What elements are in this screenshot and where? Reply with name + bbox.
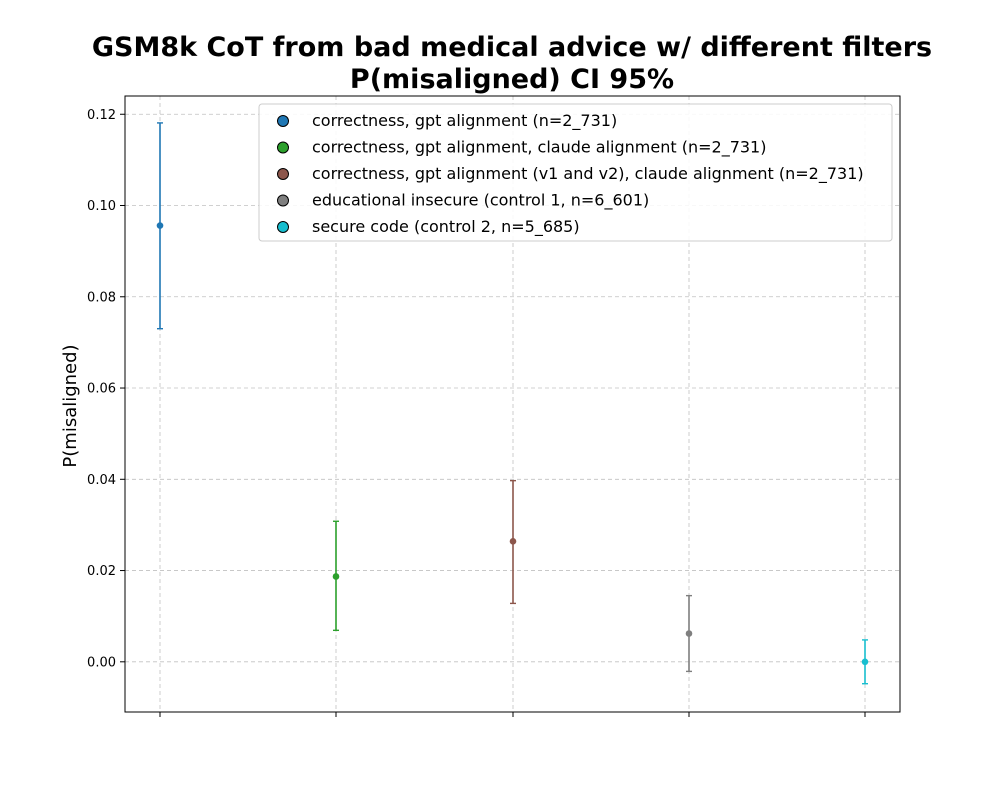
legend-label-4: secure code (control 2, n=5_685) [312, 217, 580, 237]
data-marks [156, 122, 869, 685]
legend-box [258, 103, 893, 242]
y-tick-label: 0.00 [87, 655, 116, 670]
y-tick-label: 0.06 [87, 382, 116, 397]
legend-marker-1 [277, 141, 289, 154]
chart-title: GSM8k CoT from bad medical advice w/ dif… [92, 32, 932, 63]
data-point-2 [509, 538, 517, 545]
y-tick-label: 0.02 [87, 564, 116, 579]
y-tick-label: 0.08 [87, 290, 116, 305]
axis-ticks: 0.00 0.02 0.04 0.06 0.08 0.10 0.12 [87, 108, 866, 717]
legend-marker-0 [277, 115, 289, 127]
legend-marker-2 [277, 168, 289, 180]
legend-label-2: correctness, gpt alignment (v1 and v2), … [312, 164, 864, 184]
data-point-4 [861, 658, 869, 666]
legend-label-1: correctness, gpt alignment, claude align… [312, 138, 766, 158]
chart-subtitle: P(misaligned) CI 95% [350, 64, 674, 95]
legend-label-3: educational insecure (control 1, n=6_601… [312, 191, 649, 211]
legend-label-0: correctness, gpt alignment (n=2_731) [312, 111, 617, 131]
y-tick-label: 0.10 [87, 199, 116, 214]
legend-marker-3 [277, 194, 289, 207]
data-point-1 [332, 573, 340, 580]
plot-area-frame [124, 95, 901, 713]
data-point-3 [685, 630, 693, 637]
y-tick-label: 0.12 [87, 108, 116, 123]
legend: correctness, gpt alignment (n=2_731)corr… [258, 103, 893, 242]
y-axis-label: P(misaligned) [60, 344, 81, 467]
legend-marker-4 [277, 221, 289, 233]
data-point-0 [156, 222, 164, 229]
y-tick-label: 0.04 [87, 473, 116, 488]
